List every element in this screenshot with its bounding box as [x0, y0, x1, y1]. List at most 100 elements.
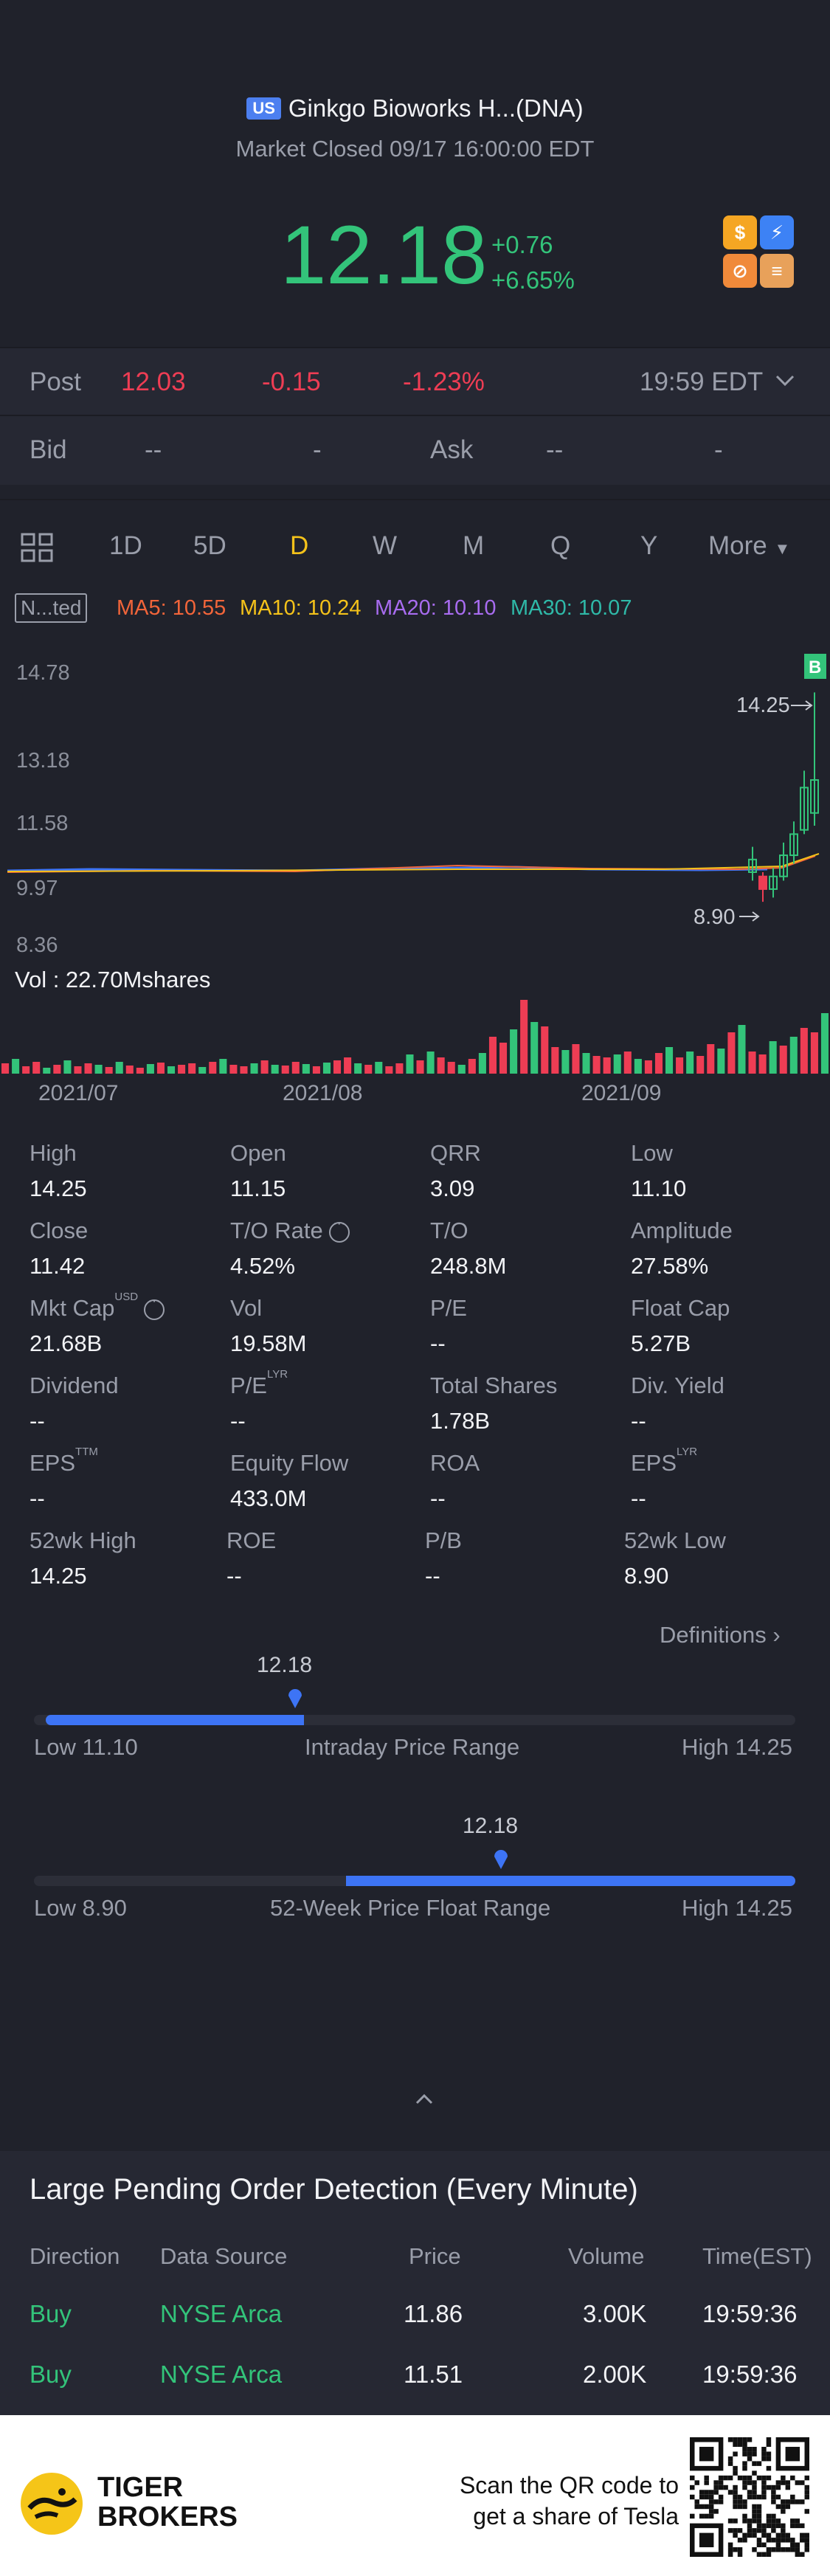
volume-bar — [499, 1043, 508, 1074]
qr-module — [713, 2485, 719, 2490]
definitions-link[interactable]: Definitions › — [660, 1622, 781, 1648]
qr-module — [766, 2518, 772, 2524]
volume-bar — [520, 1000, 528, 1074]
qr-module — [742, 2475, 747, 2481]
volume-label: Vol : 22.70Mshares — [15, 967, 211, 992]
volume-bar — [457, 1065, 466, 1074]
qr-module — [785, 2480, 791, 2485]
no-short-icon[interactable]: ⊘ — [723, 254, 757, 288]
qr-line-2: get a share of Tesla — [473, 2503, 679, 2530]
qr-module — [699, 2490, 705, 2495]
promo-footer[interactable]: TIGER BROKERS Scan the QR code to get a … — [0, 2415, 830, 2576]
qr-module — [790, 2547, 795, 2552]
qr-module — [733, 2451, 738, 2456]
qr-module — [781, 2499, 786, 2504]
qr-module — [727, 2542, 733, 2548]
info-icon[interactable] — [144, 1293, 165, 1320]
qr-line-1: Scan the QR code to — [459, 2472, 679, 2499]
qr-module — [781, 2547, 786, 2552]
qr-module — [733, 2442, 738, 2447]
qr-module — [771, 2494, 776, 2500]
layers-icon[interactable]: ≡ — [760, 254, 794, 288]
qr-module — [781, 2532, 786, 2538]
stock-name[interactable]: Ginkgo Bioworks H...(DNA) — [288, 94, 584, 122]
layout-grid-icon[interactable] — [21, 533, 53, 562]
post-price: 12.03 — [121, 367, 186, 396]
volume-bar — [468, 1059, 476, 1074]
post-market-row[interactable]: Post 12.03 -0.15 -1.23% 19:59 EDT — [0, 347, 830, 415]
qr-module — [708, 2513, 714, 2519]
qr-module — [742, 2446, 747, 2452]
intraday-fill — [46, 1715, 304, 1725]
info-icon[interactable] — [328, 1215, 350, 1243]
stat-label: Low — [631, 1140, 830, 1167]
qr-module — [704, 2475, 709, 2481]
chevron-up-icon[interactable] — [415, 2090, 434, 2109]
lightning-icon[interactable]: ⚡ — [760, 215, 794, 249]
stat-item: Mkt CapUSD 21.68B — [30, 1291, 229, 1357]
qr-module — [727, 2490, 733, 2495]
tab-y[interactable]: Y — [640, 531, 658, 560]
qr-module — [742, 2499, 747, 2504]
stat-value: 11.10 — [631, 1175, 687, 1201]
stat-label-text: 52wk High — [30, 1527, 136, 1553]
qr-module — [690, 2513, 695, 2519]
tab-w[interactable]: W — [373, 531, 398, 560]
qr-module — [766, 2485, 772, 2490]
buy-marker[interactable]: B — [804, 654, 826, 679]
tab-1d[interactable]: 1D — [109, 531, 142, 560]
stat-label: Vol — [230, 1295, 429, 1322]
stat-item: P/ELYR -- — [230, 1368, 429, 1434]
volume-bar — [219, 1059, 227, 1074]
qr-module — [727, 2437, 733, 2442]
tab-m[interactable]: M — [463, 531, 485, 560]
stock-title: US Ginkgo Bioworks H...(DNA) — [0, 94, 830, 122]
qr-module — [752, 2532, 757, 2538]
ma-selector[interactable]: N...ted — [15, 593, 88, 623]
qr-module — [766, 2523, 772, 2529]
tab-q[interactable]: Q — [550, 531, 571, 560]
stat-label-text: Equity Flow — [230, 1450, 349, 1476]
volume-bar — [1, 1063, 10, 1074]
qr-module — [752, 2504, 757, 2510]
stat-value: 433.0M — [230, 1485, 307, 1511]
volume-bars[interactable] — [0, 989, 830, 1074]
volume-bar — [115, 1062, 123, 1074]
qr-module — [737, 2494, 743, 2500]
volume-bar — [395, 1063, 404, 1074]
volume-bar — [354, 1063, 362, 1074]
y-tick: 11.58 — [16, 812, 69, 835]
volume-bar — [478, 1053, 486, 1074]
tab-5d[interactable]: 5D — [193, 531, 226, 560]
stat-label-text: Float Cap — [631, 1295, 730, 1321]
volume-bar — [810, 1032, 818, 1074]
chevron-down-icon[interactable] — [775, 373, 795, 388]
market-badge: US — [246, 97, 281, 120]
stat-label: Close — [30, 1218, 229, 1244]
stat-value: -- — [30, 1485, 45, 1511]
volume-bar — [437, 1057, 445, 1074]
moving-average-row: N...ted MA5: 10.55 MA10: 10.24 MA20: 10.… — [0, 590, 830, 627]
qr-module — [771, 2547, 776, 2552]
intraday-label: Intraday Price Range — [305, 1734, 520, 1760]
tab-d[interactable]: D — [290, 531, 309, 560]
dollar-icon[interactable]: $ — [723, 215, 757, 249]
qr-module — [771, 2523, 776, 2529]
stat-item: T/O Rate 4.52% — [230, 1215, 429, 1280]
volume-bar — [582, 1053, 590, 1074]
qr-code-icon[interactable] — [690, 2437, 809, 2557]
qr-module — [733, 2470, 738, 2476]
stat-label-text: Close — [30, 1218, 89, 1243]
qr-module — [775, 2523, 781, 2529]
stat-item: EPSTTM -- — [30, 1446, 229, 1512]
qr-module — [766, 2552, 772, 2557]
price-chart[interactable]: 14.78 13.18 11.58 9.97 8.36 14.25 8.90 B — [0, 635, 830, 959]
stat-label: P/ELYR — [230, 1368, 429, 1399]
qr-module — [775, 2532, 781, 2538]
qr-module — [766, 2475, 772, 2481]
ma20-value: MA20: 10.10 — [375, 596, 497, 620]
date-tick: 2021/09 — [581, 1081, 662, 1105]
tab-more[interactable]: More ▼ — [708, 531, 790, 561]
row-price: 11.86 — [404, 2300, 463, 2327]
week52-range: 12.18 Low 8.90 52-Week Price Float Range… — [34, 1814, 795, 1947]
